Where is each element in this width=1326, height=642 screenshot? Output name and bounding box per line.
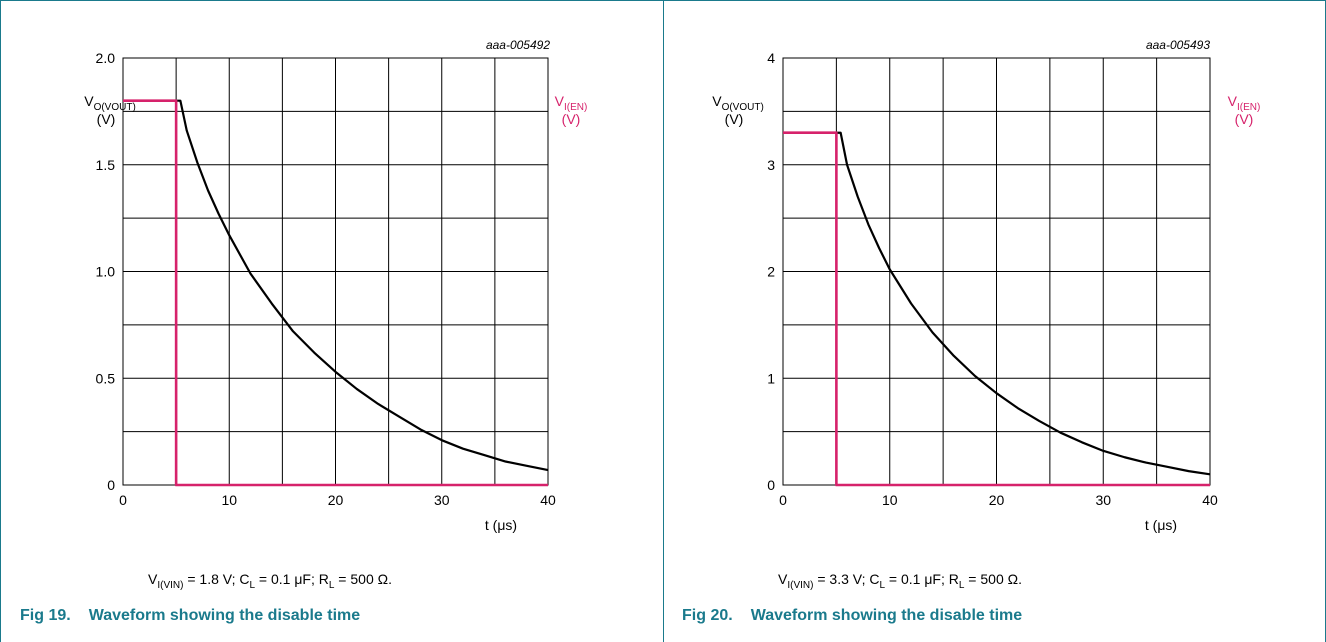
series-en-line (123, 99, 548, 487)
x-axis-title: t (μs) (1145, 517, 1177, 533)
chart-code-label: aaa-005492 (486, 38, 550, 52)
y-tick-label: 2.0 (96, 50, 116, 66)
y2-axis-title: VI(EN) (1228, 93, 1261, 113)
figure-number: Fig 19. (20, 607, 71, 624)
y-tick-label: 0.5 (96, 370, 116, 386)
y-axis-title: VO(VOUT) (84, 93, 136, 113)
y2-axis-unit: (V) (562, 111, 581, 127)
figure-title: Waveform showing the disable time (750, 607, 1023, 624)
y-tick-label: 0 (107, 477, 115, 493)
chart-code-label: aaa-005493 (1146, 38, 1210, 52)
y2-axis-title: VI(EN) (555, 93, 588, 113)
x-tick-label: 40 (1202, 492, 1218, 508)
y2-axis-unit: (V) (1235, 111, 1254, 127)
x-tick-label: 0 (779, 492, 787, 508)
test-condition: VI(VIN) = 3.3 V; CL = 0.1 μF; RL = 500 Ω… (778, 571, 1022, 591)
x-tick-label: 10 (221, 492, 237, 508)
test-condition: VI(VIN) = 1.8 V; CL = 0.1 μF; RL = 500 Ω… (148, 571, 392, 591)
series-en-line (783, 131, 1210, 487)
y-tick-label: 4 (767, 50, 775, 66)
y-tick-label: 2 (767, 264, 775, 280)
x-axis-title: t (μs) (485, 517, 517, 533)
x-tick-label: 0 (119, 492, 127, 508)
y-axis-title: VO(VOUT) (712, 93, 764, 113)
x-tick-label: 20 (989, 492, 1005, 508)
x-tick-label: 20 (328, 492, 344, 508)
frame-left-line (0, 0, 1, 642)
y-tick-label: 1.5 (96, 157, 116, 173)
x-tick-label: 10 (882, 492, 898, 508)
series-vout-line (123, 99, 549, 472)
figure-title: Waveform showing the disable time (88, 607, 361, 624)
y-axis-unit: (V) (725, 111, 744, 127)
figure-caption: Fig 19. Waveform showing the disable time (20, 607, 360, 625)
y-tick-label: 1.0 (96, 264, 116, 280)
x-tick-label: 40 (540, 492, 556, 508)
x-tick-label: 30 (1095, 492, 1111, 508)
y-tick-label: 0 (767, 477, 775, 493)
y-tick-label: 1 (767, 370, 775, 386)
series-vout-line (783, 131, 1211, 476)
frame-center-line (663, 0, 664, 642)
y-tick-label: 3 (767, 157, 775, 173)
x-tick-label: 30 (434, 492, 450, 508)
figure-number: Fig 20. (682, 607, 733, 624)
y-axis-unit: (V) (97, 111, 116, 127)
figure-caption: Fig 20. Waveform showing the disable time (682, 607, 1022, 625)
